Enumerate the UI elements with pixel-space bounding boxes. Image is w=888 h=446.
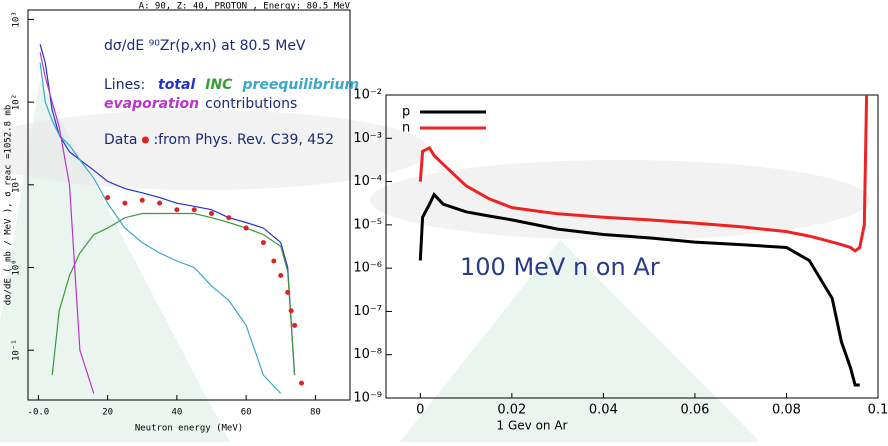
data-point [105,195,111,201]
annotation: Lines: [104,77,145,93]
series-line [418,94,869,253]
data-point [191,207,197,213]
data-point [299,380,305,386]
plot-frame [27,9,351,401]
legend-entry: preequilibrium [241,77,359,93]
legend-entry: INC [205,77,233,93]
plot-frame [385,94,879,399]
legend-label: p [402,105,410,120]
y-tick-label: 10⁻⁶ [353,261,382,276]
x-tick-label: 0.04 [589,403,618,418]
watermark [400,240,760,442]
data-point [243,225,249,231]
annotation-title: dσ/dE ⁹⁰Zr(p,xn) at 80.5 MeV [104,38,306,54]
legend-entry: total [158,77,195,93]
series-line [39,52,95,394]
y-tick-label: 10³ [12,11,22,27]
y-tick-label: 10¹ [12,177,22,193]
x-axis-label: 1 Gev on Ar [497,419,568,433]
data-point [226,215,232,221]
y-tick-label: 10⁻² [353,88,382,103]
data-point [292,322,298,328]
y-tick-label: 10⁻¹ [12,339,22,361]
y-tick-label: 10⁻⁵ [353,217,382,232]
x-tick-label: 60 [241,408,252,418]
x-tick-label: 20 [102,408,113,418]
y-tick-label: 10⁻³ [353,131,382,146]
watermark [370,160,870,240]
y-tick-label: 10⁻⁹ [353,391,382,406]
legend-marker [141,136,149,144]
data-point [260,240,266,246]
annotation: 100 MeV n on Ar [460,253,660,281]
data-point [122,200,128,206]
data-point [278,273,284,279]
watermark [0,110,430,190]
x-tick-label: 0.1 [868,403,888,418]
x-tick-label: -0.0 [28,408,50,418]
annotation: :from Phys. Rev. C39, 452 [153,132,334,148]
y-tick-label: 10⁰ [12,259,22,275]
header: A: 90, Z: 40, PROTON , Energy: 80.5 MeV [139,2,351,12]
data-point [209,210,215,216]
series-line [418,191,860,387]
data-point [271,258,277,264]
x-tick-label: 80 [310,408,321,418]
series-line [39,62,282,394]
y-axis-label: dσ/dE ( mb / MeV ), σ_reac =1052.8 mb [4,105,14,305]
data-point [174,207,180,213]
y-tick-label: 10⁻⁴ [353,174,382,189]
y-tick-label: 10² [12,94,22,110]
y-tick-label: 10⁻⁷ [353,304,382,319]
legend-entry: evaporation [104,96,199,112]
x-axis-label: Neutron energy (MeV) [135,424,243,434]
annotation: Data [104,132,137,148]
data-point [139,197,145,203]
legend-label: n [402,121,410,136]
x-tick-label: 0 [416,403,424,418]
data-point [285,289,291,295]
data-point [157,200,163,206]
x-tick-label: 0.06 [680,403,709,418]
y-tick-label: 10⁻⁸ [353,347,382,362]
annotation: contributions [205,96,297,112]
x-tick-label: 0.02 [497,403,526,418]
x-tick-label: 0.08 [772,403,801,418]
data-point [288,308,294,314]
x-tick-label: 40 [171,408,182,418]
series-line [51,212,296,376]
